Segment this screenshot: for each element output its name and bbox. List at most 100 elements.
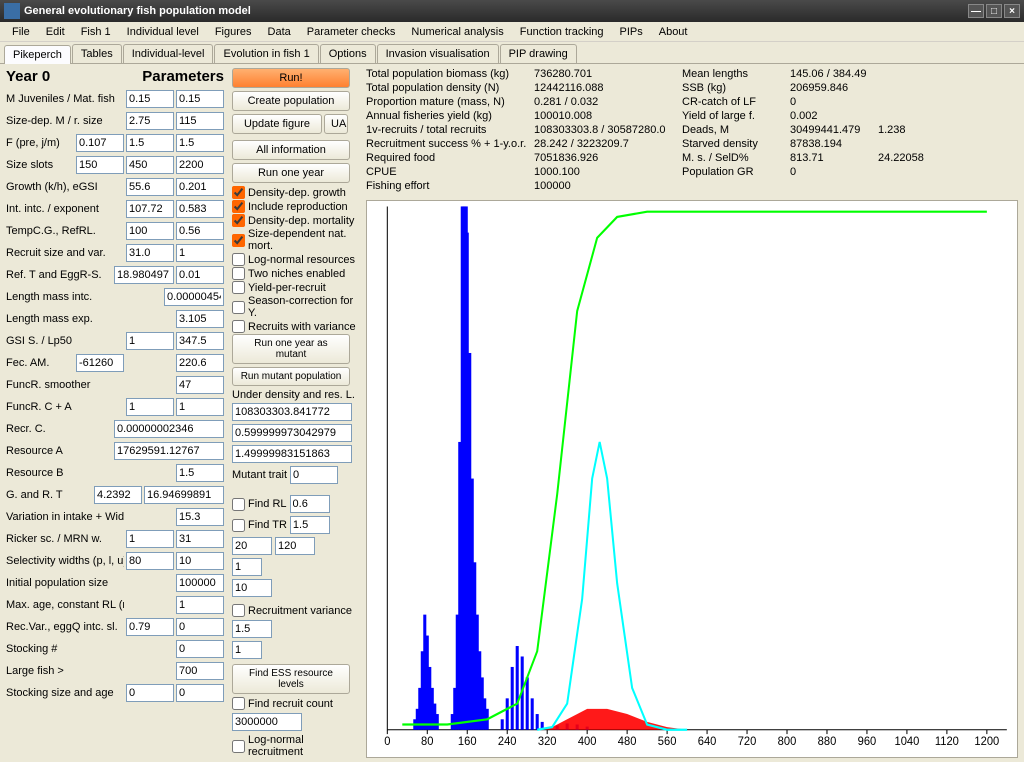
find-rl-checkbox[interactable] xyxy=(232,498,245,511)
minimize-button[interactable]: — xyxy=(968,4,984,18)
tab-pip-drawing[interactable]: PIP drawing xyxy=(500,44,577,63)
menu-numerical-analysis[interactable]: Numerical analysis xyxy=(403,24,511,40)
param-input-19-1[interactable] xyxy=(176,508,224,526)
density-2-input[interactable] xyxy=(232,424,352,442)
menu-data[interactable]: Data xyxy=(260,24,299,40)
run-button[interactable]: Run! xyxy=(232,68,350,88)
recruit-count-input[interactable] xyxy=(232,713,302,731)
param-input-11-0[interactable] xyxy=(126,332,174,350)
extra-3-input[interactable] xyxy=(232,579,272,597)
param-input-17-0[interactable] xyxy=(176,464,224,482)
param-input-4-1[interactable] xyxy=(176,178,224,196)
param-input-12-2[interactable] xyxy=(176,354,224,372)
param-input-13-1[interactable] xyxy=(176,376,224,394)
param-input-20-0[interactable] xyxy=(126,530,174,548)
run-one-year-button[interactable]: Run one year xyxy=(232,163,350,183)
density-1-input[interactable] xyxy=(232,403,352,421)
menu-function-tracking[interactable]: Function tracking xyxy=(512,24,612,40)
param-input-21-1[interactable] xyxy=(176,552,224,570)
param-input-27-1[interactable] xyxy=(176,684,224,702)
mutant-trait-input[interactable] xyxy=(290,466,338,484)
param-input-4-0[interactable] xyxy=(126,178,174,196)
param-input-0-0[interactable] xyxy=(126,90,174,108)
param-input-21-0[interactable] xyxy=(126,552,174,570)
find-ess-button[interactable]: Find ESS resource levels xyxy=(232,664,350,694)
param-input-11-1[interactable] xyxy=(176,332,224,350)
menu-individual-level[interactable]: Individual level xyxy=(119,24,207,40)
find-rl-input[interactable] xyxy=(290,495,330,513)
menu-file[interactable]: File xyxy=(4,24,38,40)
menu-fish-1[interactable]: Fish 1 xyxy=(73,24,119,40)
run-mutant-year-button[interactable]: Run one year as mutant xyxy=(232,334,350,364)
menu-edit[interactable]: Edit xyxy=(38,24,73,40)
tab-evolution-in-fish-1[interactable]: Evolution in fish 1 xyxy=(214,44,318,63)
param-input-0-1[interactable] xyxy=(176,90,224,108)
run-mutant-pop-button[interactable]: Run mutant population xyxy=(232,367,350,386)
tab-pikeperch[interactable]: Pikeperch xyxy=(4,45,71,64)
extra-4-input[interactable] xyxy=(232,620,272,638)
param-input-6-1[interactable] xyxy=(176,222,224,240)
log-normal-recruitment-checkbox[interactable] xyxy=(232,740,245,753)
param-input-3-0[interactable] xyxy=(76,156,124,174)
extra-1b-input[interactable] xyxy=(275,537,315,555)
param-input-6-0[interactable] xyxy=(126,222,174,240)
param-input-20-1[interactable] xyxy=(176,530,224,548)
create-population-button[interactable]: Create population xyxy=(232,91,350,111)
menu-about[interactable]: About xyxy=(651,24,696,40)
param-input-24-1[interactable] xyxy=(176,618,224,636)
sdm-checkbox[interactable] xyxy=(232,234,245,247)
ddm-checkbox[interactable] xyxy=(232,214,245,227)
tab-options[interactable]: Options xyxy=(320,44,376,63)
param-input-3-1[interactable] xyxy=(126,156,174,174)
lnr-checkbox[interactable] xyxy=(232,253,245,266)
param-input-18-0[interactable] xyxy=(94,486,142,504)
tab-invasion-visualisation[interactable]: Invasion visualisation xyxy=(377,44,499,63)
param-input-27-0[interactable] xyxy=(126,684,174,702)
param-input-5-1[interactable] xyxy=(176,200,224,218)
close-button[interactable]: × xyxy=(1004,4,1020,18)
menu-figures[interactable]: Figures xyxy=(207,24,260,40)
update-figure-button[interactable]: Update figure xyxy=(232,114,322,134)
scy-checkbox[interactable] xyxy=(232,301,245,314)
param-input-24-0[interactable] xyxy=(126,618,174,636)
param-input-2-2[interactable] xyxy=(176,134,224,152)
param-input-18-1[interactable] xyxy=(144,486,224,504)
ua-button[interactable]: UA xyxy=(324,114,348,134)
extra-2-input[interactable] xyxy=(232,558,262,576)
param-input-2-1[interactable] xyxy=(126,134,174,152)
param-input-1-0[interactable] xyxy=(126,112,174,130)
param-input-8-0[interactable] xyxy=(114,266,174,284)
param-input-1-1[interactable] xyxy=(176,112,224,130)
menu-parameter-checks[interactable]: Parameter checks xyxy=(299,24,404,40)
recruitment-variance-checkbox[interactable] xyxy=(232,604,245,617)
param-input-5-0[interactable] xyxy=(126,200,174,218)
menu-pips[interactable]: PIPs xyxy=(612,24,651,40)
param-input-9-0[interactable] xyxy=(164,288,224,306)
repro-checkbox[interactable] xyxy=(232,200,245,213)
param-input-2-0[interactable] xyxy=(76,134,124,152)
param-input-15-0[interactable] xyxy=(114,420,224,438)
param-input-23-1[interactable] xyxy=(176,596,224,614)
param-input-7-1[interactable] xyxy=(176,244,224,262)
density-3-input[interactable] xyxy=(232,445,352,463)
extra-1a-input[interactable] xyxy=(232,537,272,555)
maximize-button[interactable]: □ xyxy=(986,4,1002,18)
param-input-16-0[interactable] xyxy=(114,442,224,460)
ypr-checkbox[interactable] xyxy=(232,281,245,294)
find-recruit-count-checkbox[interactable] xyxy=(232,697,245,710)
param-input-14-1[interactable] xyxy=(176,398,224,416)
param-input-14-0[interactable] xyxy=(126,398,174,416)
param-input-10-0[interactable] xyxy=(176,310,224,328)
rwv-checkbox[interactable] xyxy=(232,320,245,333)
param-input-22-1[interactable] xyxy=(176,574,224,592)
param-input-7-0[interactable] xyxy=(126,244,174,262)
param-input-12-0[interactable] xyxy=(76,354,124,372)
param-input-26-0[interactable] xyxy=(176,662,224,680)
ddg-checkbox[interactable] xyxy=(232,186,245,199)
tab-individual-level[interactable]: Individual-level xyxy=(123,44,214,63)
niche-checkbox[interactable] xyxy=(232,267,245,280)
find-tr-input[interactable] xyxy=(290,516,330,534)
param-input-8-1[interactable] xyxy=(176,266,224,284)
param-input-3-2[interactable] xyxy=(176,156,224,174)
extra-5-input[interactable] xyxy=(232,641,262,659)
